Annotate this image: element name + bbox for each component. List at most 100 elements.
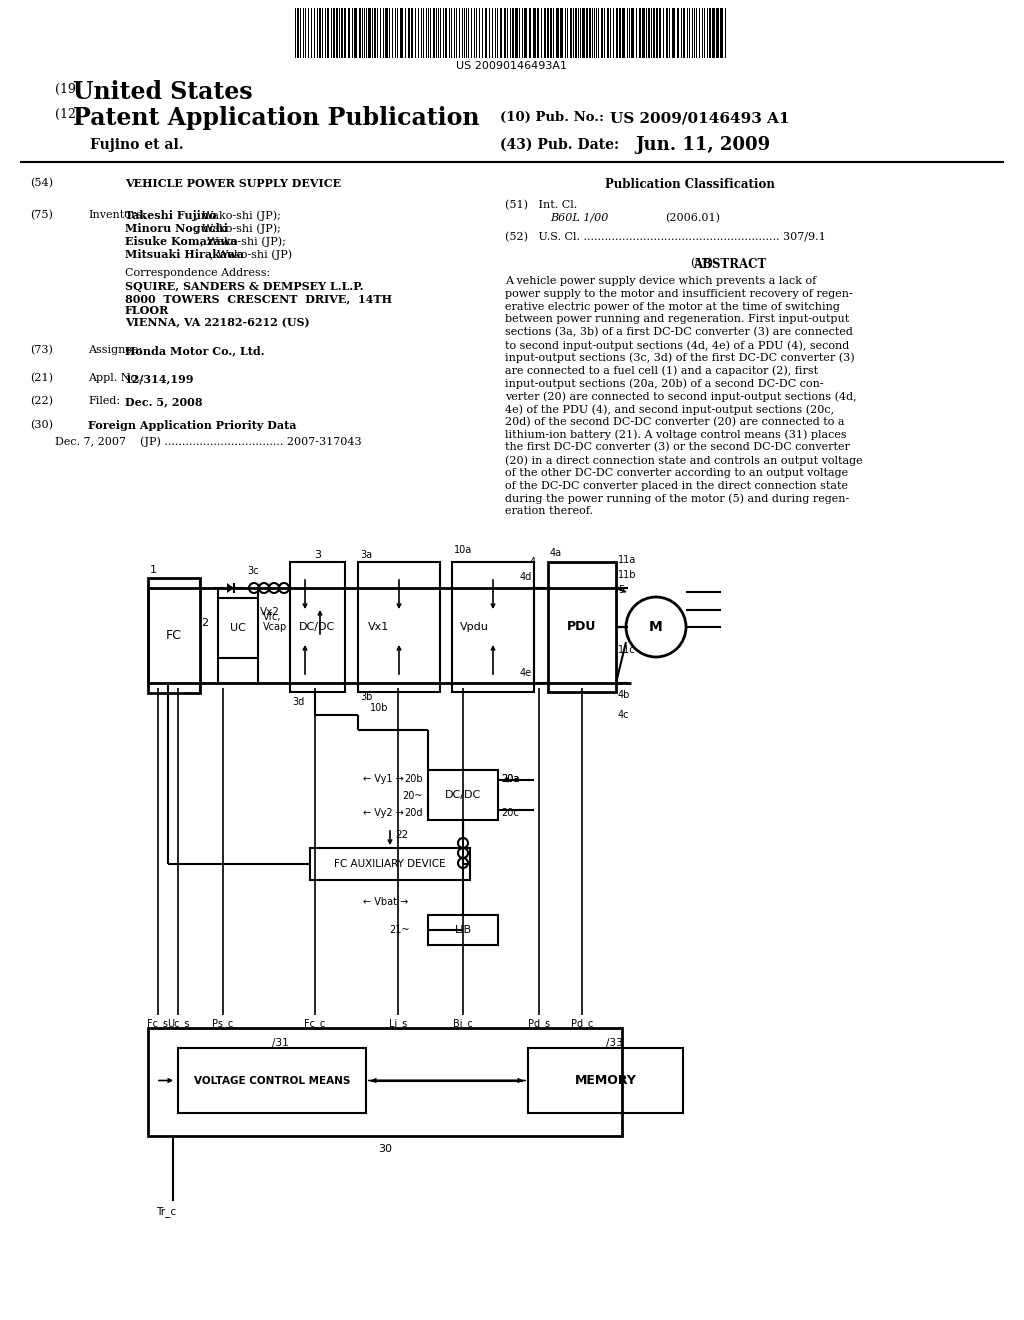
Bar (677, 8, 679, 58)
Text: 2: 2 (201, 618, 208, 628)
Bar (359, 8, 361, 58)
Bar (485, 8, 487, 58)
Bar (556, 8, 559, 58)
Text: DC/DC: DC/DC (444, 789, 481, 800)
Bar (720, 8, 723, 58)
Text: of the other DC-DC converter according to an output voltage: of the other DC-DC converter according t… (505, 469, 848, 478)
Text: (10) Pub. No.:: (10) Pub. No.: (500, 111, 604, 124)
Text: , Wako-shi (JP);: , Wako-shi (JP); (195, 210, 281, 220)
Text: 20~: 20~ (402, 791, 423, 801)
Text: US 20090146493A1: US 20090146493A1 (457, 61, 567, 71)
Text: , Wako-shi (JP);: , Wako-shi (JP); (195, 223, 281, 234)
Bar (560, 8, 563, 58)
Text: VEHICLE POWER SUPPLY DEVICE: VEHICLE POWER SUPPLY DEVICE (125, 178, 341, 189)
Bar (290, 562, 345, 692)
Text: VIENNA, VA 22182-6212 (US): VIENNA, VA 22182-6212 (US) (125, 317, 309, 327)
Bar (607, 8, 609, 58)
Text: (2006.01): (2006.01) (665, 213, 720, 223)
Bar (515, 8, 518, 58)
Bar (653, 8, 655, 58)
Text: power supply to the motor and insufficient recovery of regen-: power supply to the motor and insufficie… (505, 289, 853, 298)
Bar (582, 8, 585, 58)
Bar (618, 8, 621, 58)
Text: Vx2: Vx2 (260, 607, 280, 616)
Text: (51)   Int. Cl.: (51) Int. Cl. (505, 201, 578, 210)
Bar (452, 562, 534, 692)
Text: Inventors:: Inventors: (88, 210, 145, 220)
Text: are connected to a fuel cell (1) and a capacitor (2), first: are connected to a fuel cell (1) and a c… (505, 366, 818, 376)
Bar (327, 8, 329, 58)
Text: MEMORY: MEMORY (574, 1074, 637, 1086)
Text: 4d: 4d (520, 572, 532, 582)
Text: Eisuke Komazawa: Eisuke Komazawa (125, 236, 238, 247)
Text: M: M (649, 620, 663, 634)
Text: the first DC-DC converter (3) or the second DC-DC converter: the first DC-DC converter (3) or the sec… (505, 442, 850, 453)
Text: 5: 5 (618, 585, 625, 595)
Text: Ps_c: Ps_c (212, 1018, 233, 1028)
Text: Uc_s: Uc_s (167, 1018, 189, 1028)
Text: Jun. 11, 2009: Jun. 11, 2009 (635, 136, 770, 154)
Text: 11a: 11a (618, 554, 636, 565)
Text: Mitsuaki Hirakawa: Mitsuaki Hirakawa (125, 249, 244, 260)
Text: eration thereof.: eration thereof. (505, 507, 593, 516)
Bar (712, 8, 715, 58)
Text: VOLTAGE CONTROL MEANS: VOLTAGE CONTROL MEANS (194, 1076, 350, 1085)
Text: 8000  TOWERS  CRESCENT  DRIVE,  14TH: 8000 TOWERS CRESCENT DRIVE, 14TH (125, 293, 392, 304)
Text: (57): (57) (690, 257, 713, 268)
Text: 1: 1 (150, 565, 157, 576)
Text: lithium-ion battery (21). A voltage control means (31) places: lithium-ion battery (21). A voltage cont… (505, 429, 847, 440)
Bar (319, 8, 321, 58)
Text: Fujino et al.: Fujino et al. (90, 139, 183, 152)
Text: 4c: 4c (618, 710, 630, 719)
Text: to second input-output sections (4d, 4e) of a PDU (4), second: to second input-output sections (4d, 4e)… (505, 341, 849, 351)
Bar (148, 1028, 622, 1137)
Bar (570, 8, 572, 58)
Text: FC AUXILIARY DEVICE: FC AUXILIARY DEVICE (334, 859, 445, 869)
Bar (310, 847, 470, 880)
Text: ← Vy1 →: ← Vy1 → (362, 774, 403, 784)
Text: /31: /31 (272, 1038, 289, 1048)
Bar (631, 8, 634, 58)
Bar (589, 8, 591, 58)
Text: input-output sections (20a, 20b) of a second DC-DC con-: input-output sections (20a, 20b) of a se… (505, 379, 823, 389)
Bar (504, 8, 506, 58)
Text: Foreign Application Priority Data: Foreign Application Priority Data (88, 420, 297, 432)
Text: Correspondence Address:: Correspondence Address: (125, 268, 270, 279)
Text: 4: 4 (530, 557, 537, 568)
Text: 10b: 10b (370, 704, 388, 713)
Text: 20a: 20a (501, 774, 519, 784)
Text: 20a: 20a (501, 774, 519, 784)
Bar (672, 8, 675, 58)
Bar (354, 8, 357, 58)
Text: Takeshi Fujino: Takeshi Fujino (125, 210, 216, 220)
Bar (534, 8, 536, 58)
Bar (639, 8, 641, 58)
Text: Honda Motor Co., Ltd.: Honda Motor Co., Ltd. (125, 345, 264, 356)
Text: Pd_c: Pd_c (570, 1018, 593, 1028)
Bar (659, 8, 662, 58)
Bar (348, 8, 350, 58)
Bar (512, 8, 514, 58)
Text: , Wako-shi (JP): , Wako-shi (JP) (210, 249, 292, 260)
Text: United States: United States (73, 81, 253, 104)
Text: ← Vy2 →: ← Vy2 → (362, 808, 403, 818)
Bar (575, 8, 577, 58)
Bar (433, 8, 435, 58)
Text: FC: FC (166, 630, 182, 642)
Text: 30: 30 (378, 1144, 392, 1154)
Text: FLOOR: FLOOR (125, 305, 169, 315)
Bar (656, 8, 658, 58)
Text: 20d: 20d (404, 808, 423, 818)
Text: between power running and regeneration. First input-output: between power running and regeneration. … (505, 314, 849, 325)
Bar (336, 8, 338, 58)
Text: (22): (22) (30, 396, 53, 407)
Text: Fc_s: Fc_s (147, 1018, 169, 1028)
Text: Publication Classification: Publication Classification (605, 178, 775, 191)
Text: input-output sections (3c, 3d) of the first DC-DC converter (3): input-output sections (3c, 3d) of the fi… (505, 352, 855, 363)
Text: A vehicle power supply device which prevents a lack of: A vehicle power supply device which prev… (505, 276, 816, 286)
Text: (54): (54) (30, 178, 53, 189)
Text: Minoru Noguchi: Minoru Noguchi (125, 223, 228, 234)
Text: 3d: 3d (292, 697, 304, 708)
Text: (12): (12) (55, 108, 81, 121)
Bar (528, 1048, 683, 1113)
